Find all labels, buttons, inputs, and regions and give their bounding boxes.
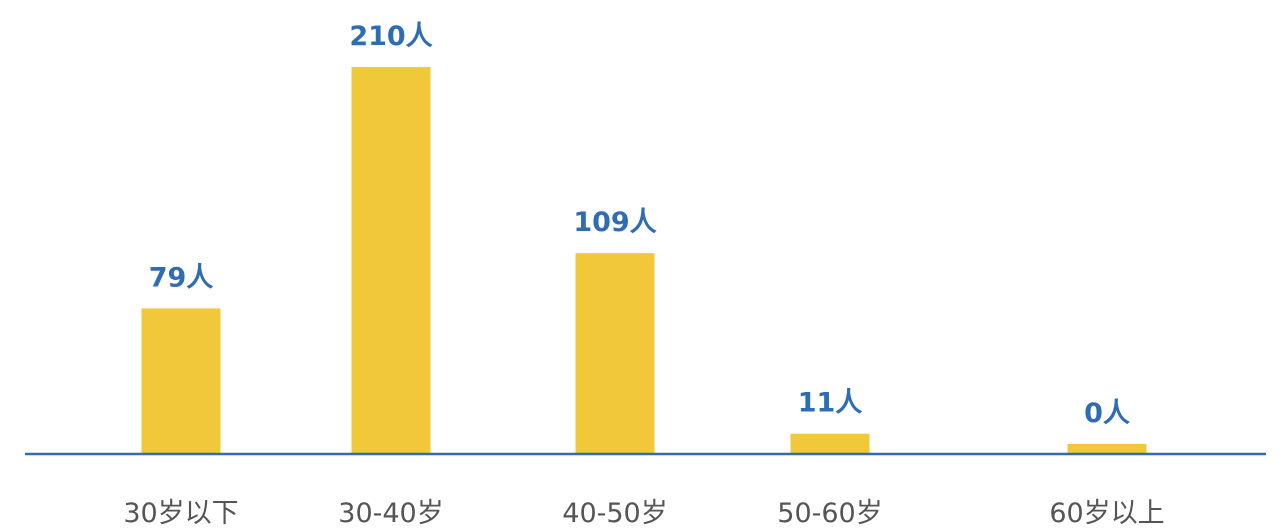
- x-tick-label-3: 50-60岁: [777, 498, 882, 529]
- data-labels-group: 79人 210人 109人 11人 0人: [149, 21, 1130, 429]
- x-tick-label-4: 60岁以上: [1049, 498, 1164, 529]
- x-tick-label-2: 40-50岁: [562, 498, 667, 529]
- data-label-4: 0人: [1084, 398, 1130, 429]
- bar-3: [790, 433, 870, 454]
- data-label-0: 79人: [149, 262, 214, 293]
- bar-2: [575, 253, 655, 454]
- data-label-1: 210人: [349, 21, 432, 52]
- bar-0: [141, 308, 221, 454]
- bar-1: [351, 67, 431, 454]
- data-label-2: 109人: [573, 207, 656, 238]
- x-tick-label-1: 30-40岁: [338, 498, 443, 529]
- bar-4: [1067, 444, 1147, 454]
- bars-group: [141, 67, 1147, 454]
- data-label-3: 11人: [798, 388, 863, 419]
- x-tick-labels-group: 30岁以下 30-40岁 40-50岁 50-60岁 60岁以上: [123, 498, 1164, 529]
- x-tick-label-0: 30岁以下: [123, 498, 238, 529]
